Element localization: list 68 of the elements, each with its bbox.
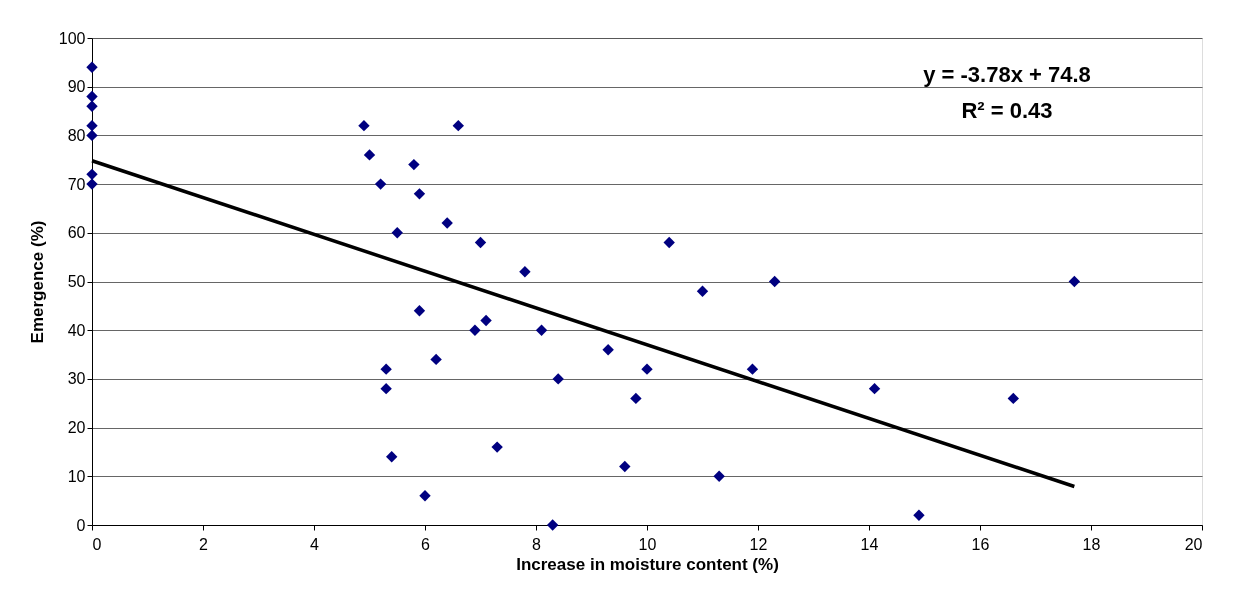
- point: [86, 61, 98, 73]
- point: [86, 178, 98, 190]
- annotation: y = -3.78x + 74.8: [923, 62, 1091, 87]
- y-tick-label: 60: [67, 224, 86, 242]
- point: [86, 129, 98, 142]
- y-tick-label: 20: [67, 419, 86, 437]
- point: [491, 441, 503, 453]
- point: [663, 236, 675, 249]
- point: [413, 305, 426, 317]
- x-axis-title: Increase in moisture content (%): [516, 554, 779, 574]
- point: [1068, 275, 1081, 288]
- point: [546, 519, 559, 531]
- x-tick-label: 2: [199, 535, 209, 553]
- x-tick-label: 16: [971, 535, 990, 553]
- x-tick-label: 4: [310, 535, 320, 553]
- point: [419, 490, 431, 502]
- y-tick-label: 10: [67, 467, 86, 485]
- point: [391, 227, 403, 239]
- point: [480, 314, 492, 327]
- point: [602, 343, 614, 356]
- point: [86, 119, 98, 132]
- point: [519, 266, 531, 278]
- x-tick-label: 20: [1184, 535, 1203, 553]
- x-tick-label: 6: [421, 535, 431, 553]
- point: [768, 275, 781, 288]
- y-tick-label: 30: [67, 370, 86, 388]
- y-tick-label: 80: [67, 126, 86, 144]
- point: [408, 158, 420, 171]
- point: [713, 470, 725, 482]
- point: [86, 168, 98, 181]
- point: [913, 509, 925, 521]
- x-tick-label: 14: [860, 535, 879, 553]
- point: [746, 363, 759, 375]
- x-tick-label: 0: [92, 535, 102, 553]
- point: [380, 363, 392, 375]
- point: [86, 100, 98, 112]
- y-axis-title: Emergence (%): [27, 220, 47, 344]
- point: [358, 119, 370, 132]
- y-tick-label: 50: [67, 273, 86, 290]
- point: [363, 149, 376, 161]
- point: [441, 217, 453, 229]
- y-tick-label: 100: [58, 29, 86, 47]
- annotation: R² = 0.43: [961, 98, 1053, 123]
- point: [641, 363, 653, 375]
- x-tick-label: 12: [749, 535, 768, 553]
- point: [535, 324, 548, 336]
- x-tick-label: 10: [638, 535, 657, 553]
- point: [474, 236, 487, 249]
- point: [452, 119, 464, 132]
- y-tick-label: 0: [76, 516, 86, 534]
- y-tick-label: 90: [67, 78, 86, 96]
- point: [374, 178, 387, 190]
- point: [380, 382, 392, 395]
- point: [413, 188, 426, 200]
- point: [469, 324, 481, 336]
- y-tick-label: 70: [67, 175, 86, 193]
- point: [552, 373, 564, 385]
- y-tick-label: 40: [67, 321, 86, 339]
- point: [630, 392, 642, 405]
- point: [430, 353, 442, 366]
- point: [1007, 392, 1019, 405]
- point: [619, 460, 631, 473]
- x-tick-label: 8: [532, 535, 542, 553]
- point: [696, 285, 709, 297]
- point: [386, 451, 398, 463]
- point: [868, 382, 881, 395]
- point: [86, 90, 98, 103]
- x-tick-label: 18: [1082, 535, 1101, 553]
